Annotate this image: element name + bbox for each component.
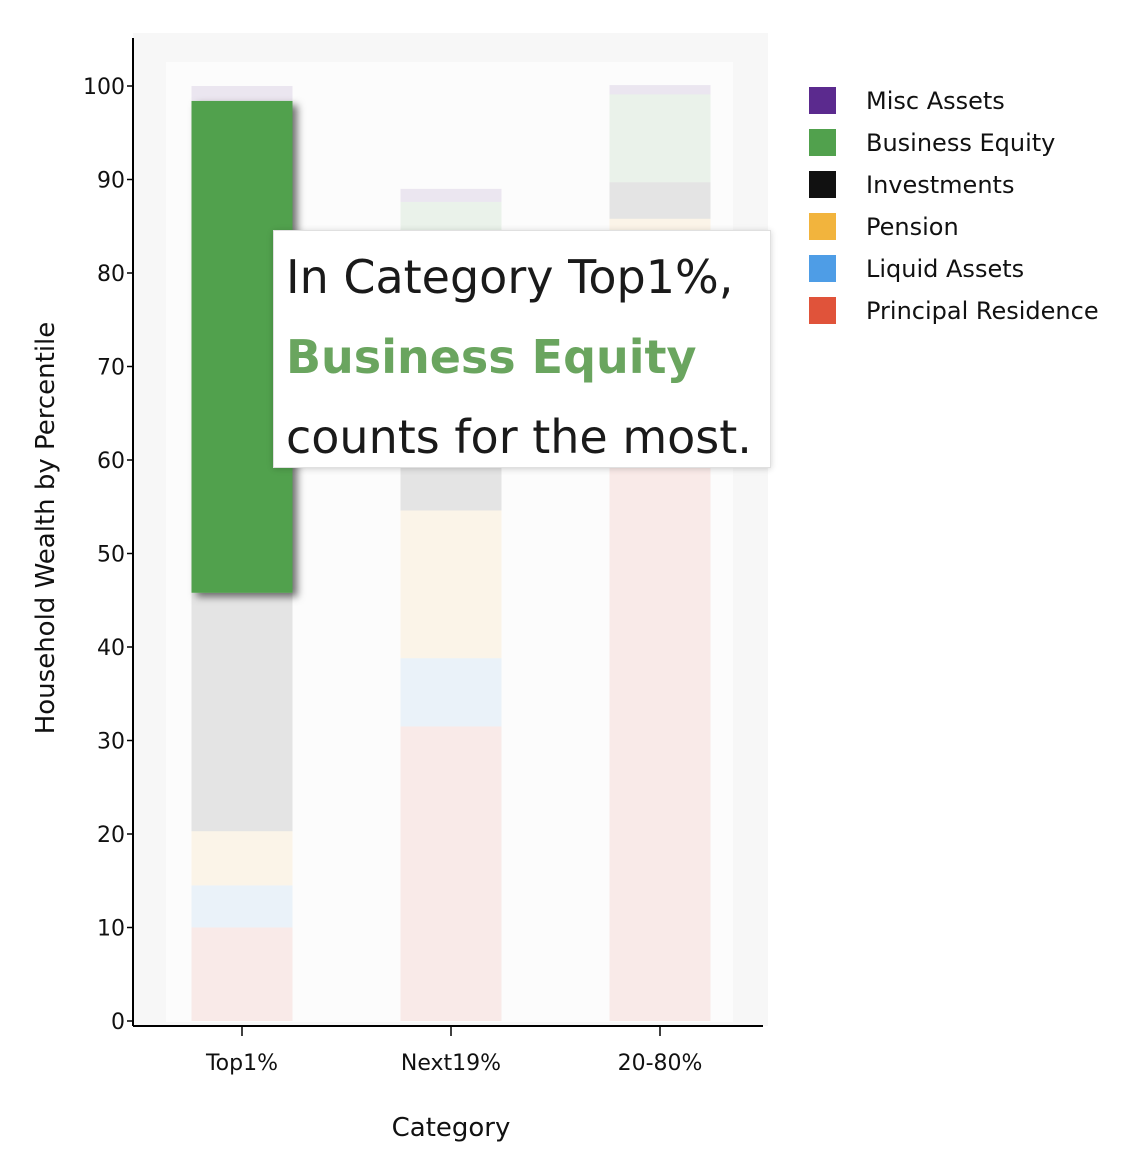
- bar-20-80-business-equity[interactable]: [609, 94, 711, 183]
- legend-swatch: [809, 87, 836, 114]
- legend-item-misc-assets[interactable]: Misc Assets: [809, 87, 1005, 115]
- x-axis-title: Category: [392, 1113, 511, 1143]
- bar-top1-liquid-assets[interactable]: [191, 885, 293, 928]
- legend-label: Principal Residence: [866, 297, 1099, 325]
- y-tick-label: 60: [97, 449, 125, 474]
- legend-swatch: [809, 255, 836, 282]
- y-tick-label: 40: [97, 636, 125, 661]
- legend-item-principal-residence[interactable]: Principal Residence: [809, 297, 1099, 325]
- legend: Misc Assets Business Equity Investments Pen…: [809, 87, 1099, 325]
- y-axis-title: Household Wealth by Percentile: [31, 322, 61, 735]
- y-tick-label: 70: [97, 356, 125, 381]
- bar-20-80-principal-residence[interactable]: [609, 460, 711, 1021]
- legend-label: Investments: [866, 171, 1014, 199]
- tooltip-line-1: In Category Top1%,: [286, 250, 734, 304]
- bar-next19-principal-residence[interactable]: [400, 726, 502, 1021]
- y-tick-label: 100: [83, 75, 125, 100]
- y-tick-label: 50: [97, 543, 125, 568]
- legend-label: Pension: [866, 213, 959, 241]
- bar-top1-pension[interactable]: [191, 831, 293, 886]
- bar-next19-liquid-assets[interactable]: [400, 658, 502, 727]
- y-tick-label: 10: [97, 917, 125, 942]
- legend-label: Misc Assets: [866, 87, 1005, 115]
- legend-item-business-equity[interactable]: Business Equity: [809, 129, 1055, 157]
- x-tick-label-next19: Next19%: [401, 1051, 501, 1076]
- legend-item-liquid-assets[interactable]: Liquid Assets: [809, 255, 1024, 283]
- x-tick-label-20-80: 20-80%: [618, 1051, 703, 1076]
- tooltip: In Category Top1%, Business Equity count…: [273, 230, 771, 468]
- y-tick-label: 0: [111, 1010, 125, 1035]
- bars-group: [191, 85, 711, 1022]
- y-tick-label: 30: [97, 730, 125, 755]
- legend-swatch: [809, 129, 836, 156]
- bar-next19-misc-assets[interactable]: [400, 188, 502, 202]
- legend-swatch: [809, 171, 836, 198]
- bar-20-80-misc-assets[interactable]: [609, 85, 711, 95]
- bar-next19-pension[interactable]: [400, 510, 502, 659]
- bar-top1-misc-assets[interactable]: [191, 86, 293, 101]
- bar-20-80-investments[interactable]: [609, 182, 711, 219]
- tooltip-highlight-series: Business Equity: [286, 330, 697, 384]
- y-tick-label: 20: [97, 823, 125, 848]
- y-tick-label: 90: [97, 169, 125, 194]
- bar-top1-principal-residence[interactable]: [191, 927, 293, 1022]
- x-tick-label-top1: Top1%: [205, 1051, 278, 1076]
- legend-item-pension[interactable]: Pension: [809, 213, 959, 241]
- legend-label: Business Equity: [866, 129, 1055, 157]
- legend-swatch: [809, 213, 836, 240]
- legend-label: Liquid Assets: [866, 255, 1024, 283]
- legend-item-investments[interactable]: Investments: [809, 171, 1014, 199]
- bar-top1-investments[interactable]: [191, 592, 293, 832]
- y-tick-label: 80: [97, 262, 125, 287]
- axes-group: 0 10 20 30 40 50 60 70 80 90 100 Top1% Next19% 20-80%…: [31, 38, 763, 1143]
- tooltip-line-3: counts for the most.: [286, 410, 752, 464]
- legend-swatch: [809, 297, 836, 324]
